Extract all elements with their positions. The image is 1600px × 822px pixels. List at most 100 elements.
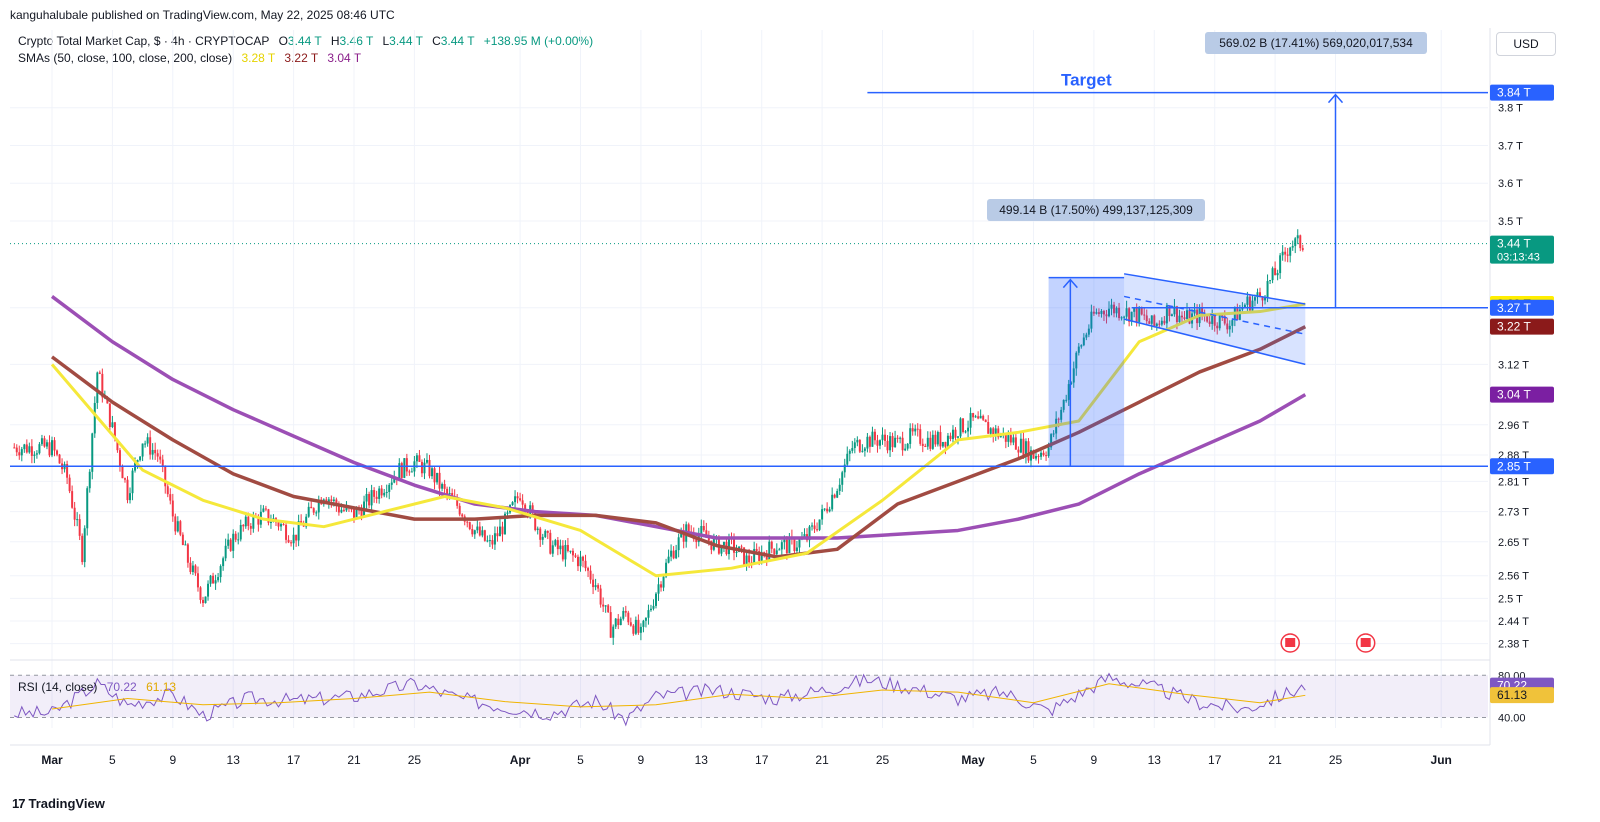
- candle-body: [1226, 323, 1229, 330]
- candle-body: [858, 439, 861, 452]
- flag-mid-line: [1123, 295, 1306, 335]
- candle-body: [957, 436, 959, 438]
- candle-body: [451, 493, 454, 497]
- candle-body: [768, 541, 771, 560]
- candle-body: [876, 440, 879, 446]
- candle-body: [624, 610, 627, 613]
- candle-body: [901, 437, 904, 451]
- candle-body: [151, 449, 154, 455]
- candle-body: [66, 463, 69, 478]
- sma200-value: 3.04 T: [327, 51, 362, 65]
- candle-body: [1193, 309, 1196, 314]
- price-label-text: 3.84 T: [1497, 86, 1531, 100]
- candle-body: [285, 524, 288, 540]
- candle-body: [1276, 273, 1279, 276]
- low-label: L: [382, 34, 390, 48]
- candle-body: [735, 551, 738, 553]
- candle-body: [627, 612, 630, 623]
- high-value: 3.46 T: [339, 34, 374, 48]
- candle-body: [458, 505, 461, 515]
- candle-body: [423, 462, 426, 474]
- currency-selector[interactable]: USD: [1496, 32, 1556, 56]
- x-tick-label: 25: [408, 753, 422, 767]
- us-event-flag: [1285, 638, 1296, 647]
- candle-body: [871, 431, 874, 447]
- candle-body: [788, 536, 791, 554]
- candle-body: [936, 432, 939, 445]
- candle-body: [604, 605, 607, 607]
- candle-body: [667, 556, 670, 563]
- candle-body: [909, 428, 912, 444]
- candle-body: [58, 454, 61, 464]
- candle-body: [906, 443, 909, 449]
- price-label-box: [1490, 386, 1554, 403]
- candle-body: [1251, 300, 1254, 311]
- candle-body: [687, 524, 690, 532]
- measure-upper-box: [1205, 32, 1427, 54]
- candle-body: [1012, 437, 1015, 443]
- candle-body: [307, 506, 310, 517]
- candle-body: [637, 619, 640, 633]
- candle-body: [619, 618, 622, 625]
- candle-body: [760, 552, 763, 562]
- candle-body: [476, 526, 479, 531]
- sma-lines: [50, 295, 1307, 578]
- candle-body: [144, 443, 147, 445]
- price-label-text: 3.44 T: [1497, 237, 1531, 251]
- candle-body: [252, 515, 255, 529]
- candle-body: [868, 436, 871, 447]
- candle-body: [745, 555, 748, 566]
- candle-body: [181, 534, 184, 546]
- candle-body: [821, 509, 824, 520]
- candle-body: [886, 440, 889, 451]
- candle-body: [176, 521, 179, 532]
- price-label-box: [1490, 84, 1554, 101]
- candle-body: [295, 534, 298, 541]
- sma-legend[interactable]: SMAs (50, close, 100, close, 200, close)…: [18, 51, 361, 65]
- candle-body: [1158, 323, 1161, 325]
- candle-body: [212, 575, 215, 584]
- candle-body: [1095, 312, 1098, 314]
- candle-body: [1118, 307, 1121, 319]
- candle-body: [194, 565, 197, 574]
- candle-body: [969, 413, 972, 428]
- candle-body: [644, 617, 647, 621]
- candle-body: [816, 529, 819, 531]
- candle-body: [161, 459, 164, 466]
- candle-body: [1045, 455, 1048, 457]
- candle-body: [1279, 255, 1282, 274]
- candle-body: [1213, 315, 1216, 326]
- candle-body: [436, 472, 439, 483]
- candle-body: [111, 422, 114, 428]
- price-label-box: [1490, 458, 1554, 475]
- candle-body: [169, 494, 172, 501]
- candle-body: [1035, 456, 1038, 459]
- published-header: kanguhalubale published on TradingView.c…: [10, 8, 395, 22]
- candle-body: [202, 599, 204, 604]
- candle-body: [705, 530, 708, 538]
- candle-body: [951, 429, 954, 440]
- candle-body: [1246, 296, 1249, 305]
- price-candles: [13, 229, 1304, 645]
- rsi-legend[interactable]: RSI (14, close) 70.22 61.13: [18, 680, 176, 694]
- candle-body: [166, 486, 169, 495]
- candle-body: [1269, 280, 1272, 282]
- candle-body: [1090, 311, 1093, 329]
- tradingview-icon: 17: [12, 796, 26, 811]
- candle-body: [1133, 308, 1136, 312]
- x-tick-label: 17: [287, 753, 301, 767]
- candle-body: [571, 550, 574, 556]
- candle-body: [332, 499, 335, 502]
- candle-body: [826, 508, 829, 512]
- tradingview-logo[interactable]: 17 TradingView: [12, 796, 105, 811]
- candle-body: [68, 477, 71, 492]
- candle-body: [808, 526, 811, 541]
- candle-body: [302, 525, 305, 527]
- candle-body: [1173, 306, 1176, 315]
- symbol-legend[interactable]: Crypto Total Market Cap, $ · 4h · CRYPTO…: [18, 34, 593, 48]
- price-label-box: [1490, 318, 1554, 335]
- candle-body: [1075, 352, 1078, 369]
- candle-body: [1014, 437, 1017, 450]
- candle-body: [1037, 456, 1040, 458]
